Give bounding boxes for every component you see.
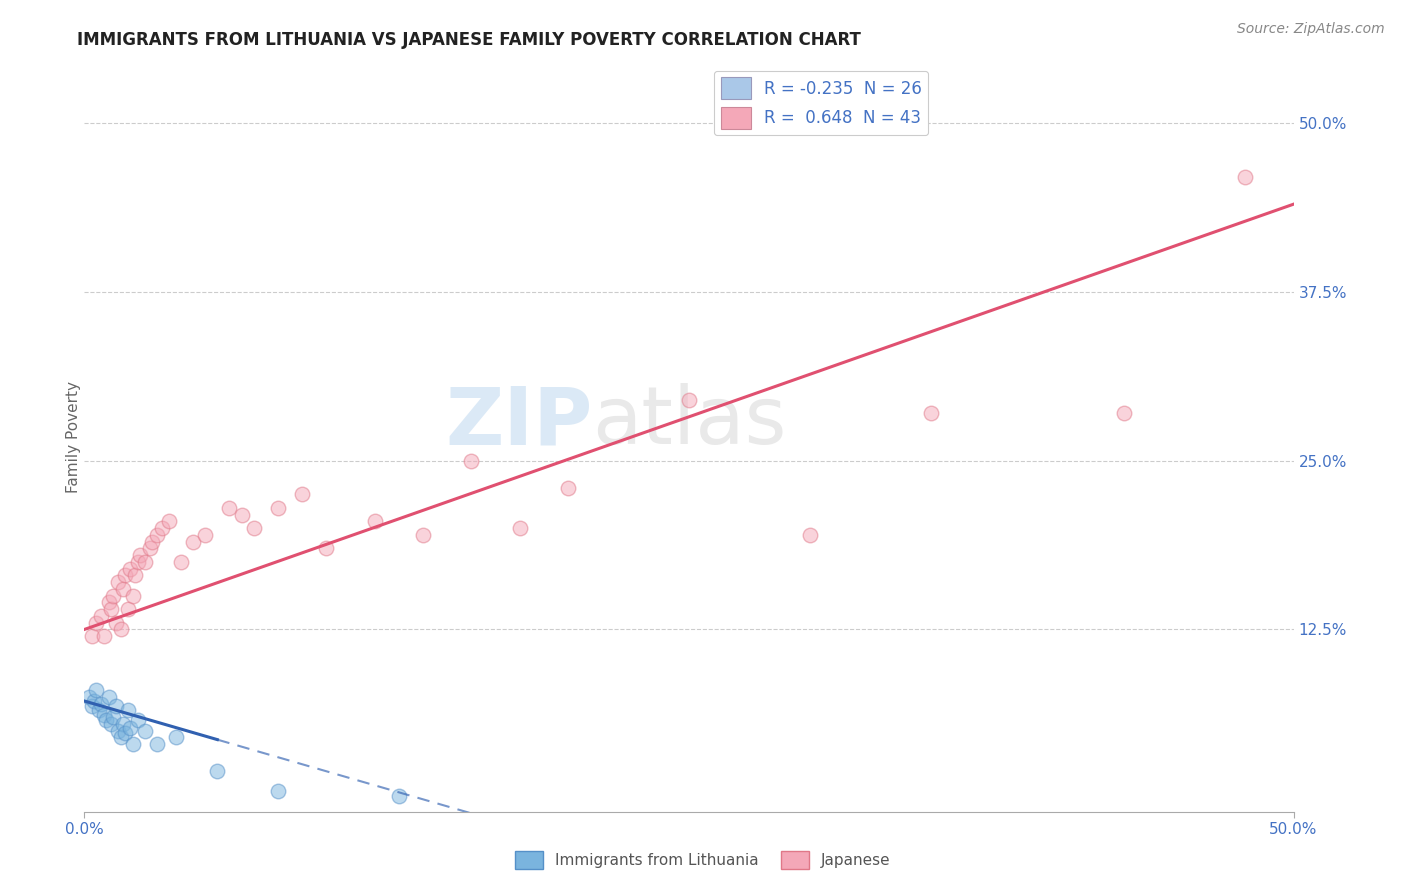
Point: [124, 568, 146, 582]
Point: [121, 737, 143, 751]
Point: [146, 737, 169, 751]
Point: [121, 589, 143, 603]
Point: [242, 521, 264, 535]
Point: [218, 500, 240, 515]
Y-axis label: Family Poverty: Family Poverty: [66, 381, 80, 493]
Point: [127, 713, 149, 727]
Point: [799, 528, 821, 542]
Point: [93, 629, 115, 643]
Point: [127, 555, 149, 569]
Point: [181, 534, 204, 549]
Point: [97, 690, 120, 704]
Point: [90, 697, 112, 711]
Point: [87, 703, 110, 717]
Point: [138, 541, 160, 556]
Point: [93, 707, 115, 722]
Point: [103, 710, 125, 724]
Point: [104, 615, 127, 630]
Point: [117, 602, 139, 616]
Point: [1234, 170, 1257, 185]
Point: [315, 541, 337, 556]
Point: [107, 723, 129, 738]
Point: [165, 731, 187, 745]
Point: [1114, 407, 1136, 421]
Point: [363, 515, 385, 529]
Point: [86, 615, 108, 630]
Point: [194, 528, 217, 542]
Point: [141, 534, 163, 549]
Legend: Immigrants from Lithuania, Japanese: Immigrants from Lithuania, Japanese: [509, 845, 897, 875]
Point: [134, 555, 156, 569]
Point: [110, 731, 132, 745]
Point: [207, 764, 229, 779]
Text: IMMIGRANTS FROM LITHUANIA VS JAPANESE FAMILY POVERTY CORRELATION CHART: IMMIGRANTS FROM LITHUANIA VS JAPANESE FA…: [77, 31, 862, 49]
Point: [110, 623, 132, 637]
Point: [94, 713, 117, 727]
Point: [460, 453, 482, 467]
Point: [112, 717, 135, 731]
Point: [146, 528, 169, 542]
Point: [388, 789, 411, 803]
Point: [104, 699, 127, 714]
Point: [678, 392, 700, 407]
Point: [112, 582, 135, 596]
Point: [117, 703, 139, 717]
Point: [157, 515, 180, 529]
Point: [80, 629, 103, 643]
Legend: R = -0.235  N = 26, R =  0.648  N = 43: R = -0.235 N = 26, R = 0.648 N = 43: [714, 70, 928, 136]
Point: [97, 595, 120, 609]
Point: [412, 528, 434, 542]
Point: [77, 690, 100, 704]
Text: ZIP: ZIP: [444, 383, 592, 461]
Point: [103, 589, 125, 603]
Point: [134, 723, 156, 738]
Point: [86, 683, 108, 698]
Text: atlas: atlas: [592, 383, 786, 461]
Point: [120, 562, 142, 576]
Point: [100, 717, 122, 731]
Point: [100, 602, 122, 616]
Point: [231, 508, 253, 522]
Point: [83, 694, 105, 708]
Point: [267, 784, 290, 798]
Point: [267, 500, 290, 515]
Point: [557, 481, 579, 495]
Point: [90, 609, 112, 624]
Point: [80, 699, 103, 714]
Point: [114, 568, 136, 582]
Point: [107, 575, 129, 590]
Point: [129, 548, 152, 562]
Point: [291, 487, 314, 501]
Point: [150, 521, 173, 535]
Text: Source: ZipAtlas.com: Source: ZipAtlas.com: [1237, 22, 1385, 37]
Point: [170, 555, 193, 569]
Point: [920, 407, 942, 421]
Point: [509, 521, 531, 535]
Point: [120, 721, 142, 735]
Point: [114, 726, 136, 740]
